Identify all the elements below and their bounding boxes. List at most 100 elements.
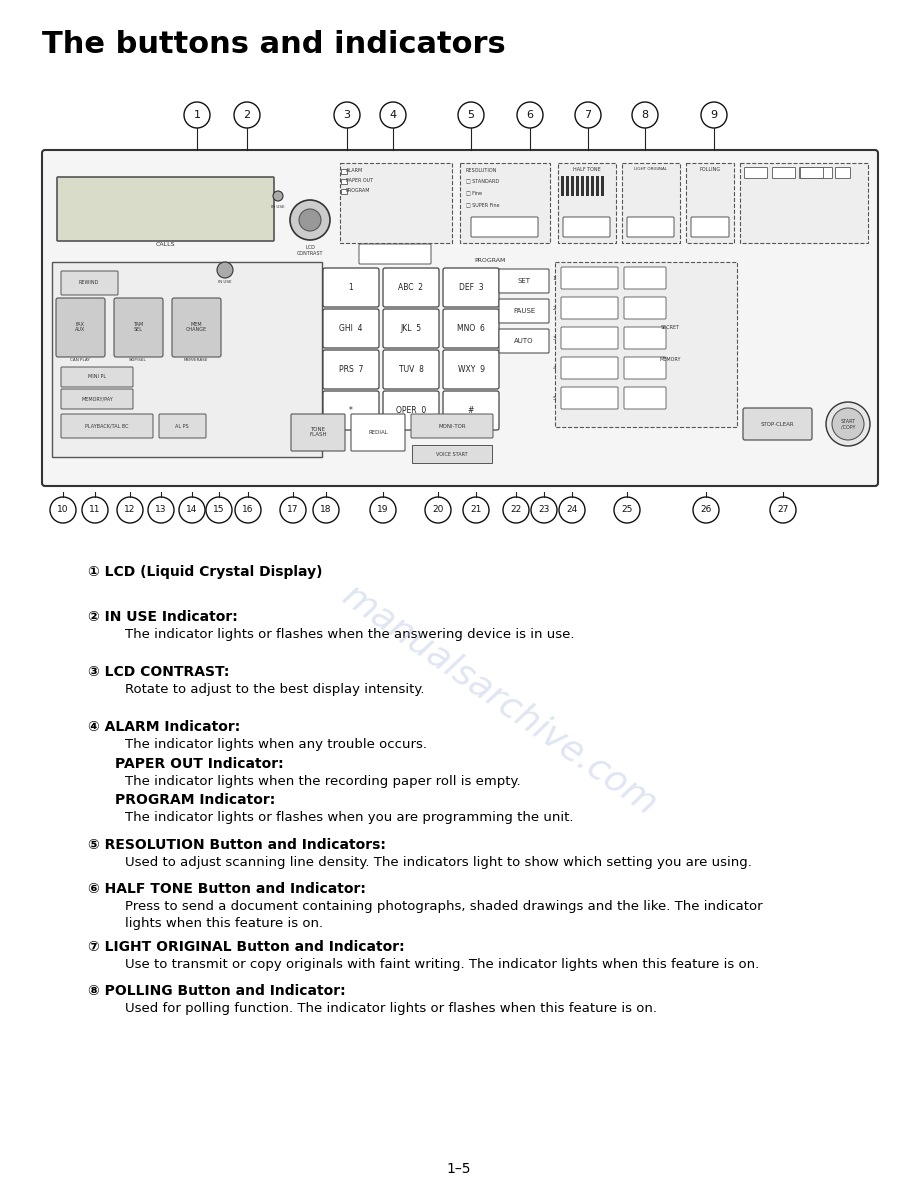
- Text: The buttons and indicators: The buttons and indicators: [42, 30, 506, 59]
- Text: *: *: [349, 406, 353, 415]
- Text: MEMORY/PAY: MEMORY/PAY: [81, 397, 113, 402]
- Text: MEM/ERASE: MEM/ERASE: [184, 358, 208, 362]
- Circle shape: [559, 497, 585, 523]
- FancyBboxPatch shape: [114, 298, 163, 358]
- Text: 10: 10: [57, 506, 69, 514]
- Circle shape: [770, 497, 796, 523]
- Circle shape: [234, 102, 260, 128]
- Text: PROGRAM: PROGRAM: [346, 188, 371, 192]
- Bar: [566, 176, 569, 196]
- FancyBboxPatch shape: [499, 268, 549, 293]
- Text: 5: 5: [467, 110, 475, 120]
- Text: PAPER OUT: PAPER OUT: [346, 178, 373, 183]
- Circle shape: [273, 191, 283, 201]
- FancyBboxPatch shape: [323, 391, 379, 430]
- FancyBboxPatch shape: [499, 299, 549, 323]
- FancyBboxPatch shape: [61, 271, 118, 295]
- Text: 1: 1: [553, 276, 556, 280]
- FancyBboxPatch shape: [57, 177, 274, 241]
- FancyBboxPatch shape: [686, 163, 734, 244]
- Text: Used to adjust scanning line density. The indicators light to show which setting: Used to adjust scanning line density. Th…: [125, 857, 752, 868]
- Text: 4: 4: [389, 110, 397, 120]
- Bar: [581, 176, 584, 196]
- Text: 16: 16: [242, 506, 253, 514]
- FancyBboxPatch shape: [773, 168, 796, 178]
- Circle shape: [370, 497, 396, 523]
- Text: JKL  5: JKL 5: [400, 324, 421, 333]
- Circle shape: [235, 497, 261, 523]
- Text: □ STANDARD: □ STANDARD: [466, 178, 499, 183]
- Text: 12: 12: [124, 506, 136, 514]
- Text: START
/COPY: START /COPY: [841, 418, 856, 429]
- Circle shape: [380, 102, 406, 128]
- Text: 2: 2: [553, 305, 556, 310]
- Circle shape: [290, 200, 330, 240]
- FancyBboxPatch shape: [743, 407, 812, 440]
- FancyBboxPatch shape: [624, 387, 666, 409]
- FancyBboxPatch shape: [740, 163, 868, 244]
- Circle shape: [632, 102, 658, 128]
- FancyBboxPatch shape: [558, 163, 616, 244]
- Text: TAM
SEL: TAM SEL: [133, 322, 143, 333]
- Circle shape: [517, 102, 543, 128]
- Text: 6: 6: [527, 110, 533, 120]
- Bar: [601, 176, 604, 196]
- Circle shape: [148, 497, 174, 523]
- Circle shape: [299, 209, 321, 230]
- Text: PROGRAM Indicator:: PROGRAM Indicator:: [115, 794, 275, 807]
- FancyBboxPatch shape: [351, 413, 405, 451]
- Text: 26: 26: [700, 506, 711, 514]
- Text: 9: 9: [711, 110, 718, 120]
- Text: DEF  3: DEF 3: [459, 283, 483, 292]
- Text: WXY  9: WXY 9: [457, 365, 485, 374]
- Circle shape: [832, 407, 864, 440]
- Text: TUV  8: TUV 8: [398, 365, 423, 374]
- Text: ⑦ LIGHT ORIGINAL Button and Indicator:: ⑦ LIGHT ORIGINAL Button and Indicator:: [88, 940, 405, 954]
- Text: 15: 15: [213, 506, 225, 514]
- Text: AUTO: AUTO: [514, 339, 533, 345]
- Text: 1: 1: [194, 110, 200, 120]
- Text: 25: 25: [621, 506, 633, 514]
- FancyBboxPatch shape: [159, 413, 206, 438]
- Circle shape: [701, 102, 727, 128]
- Circle shape: [575, 102, 601, 128]
- FancyBboxPatch shape: [471, 217, 538, 236]
- Text: 1–5: 1–5: [447, 1162, 471, 1176]
- FancyBboxPatch shape: [443, 391, 499, 430]
- FancyBboxPatch shape: [359, 244, 431, 264]
- FancyBboxPatch shape: [443, 350, 499, 388]
- Text: REDIAL: REDIAL: [368, 430, 388, 435]
- Text: 13: 13: [155, 506, 167, 514]
- FancyBboxPatch shape: [383, 268, 439, 307]
- FancyBboxPatch shape: [42, 150, 878, 486]
- FancyBboxPatch shape: [561, 267, 618, 289]
- FancyBboxPatch shape: [61, 413, 153, 438]
- Text: ABC  2: ABC 2: [398, 283, 423, 292]
- FancyBboxPatch shape: [291, 413, 345, 451]
- Text: TONE
FLASH: TONE FLASH: [309, 426, 327, 437]
- FancyBboxPatch shape: [323, 268, 379, 307]
- Text: manualsarchive.com: manualsarchive.com: [336, 579, 664, 822]
- Text: ⑧ POLLING Button and Indicator:: ⑧ POLLING Button and Indicator:: [88, 984, 345, 998]
- FancyBboxPatch shape: [835, 168, 850, 178]
- Text: The indicator lights or flashes when the answering device is in use.: The indicator lights or flashes when the…: [125, 628, 575, 642]
- Circle shape: [117, 497, 143, 523]
- FancyBboxPatch shape: [383, 309, 439, 348]
- Text: PLAYBACK/TAL BC: PLAYBACK/TAL BC: [85, 423, 129, 429]
- FancyBboxPatch shape: [627, 217, 674, 236]
- Text: 7: 7: [585, 110, 591, 120]
- Text: ① LCD (Liquid Crystal Display): ① LCD (Liquid Crystal Display): [88, 565, 322, 579]
- Text: VOICE START: VOICE START: [436, 451, 468, 456]
- FancyBboxPatch shape: [561, 297, 618, 320]
- FancyBboxPatch shape: [561, 358, 618, 379]
- Bar: [341, 189, 347, 194]
- FancyBboxPatch shape: [61, 388, 133, 409]
- FancyBboxPatch shape: [624, 358, 666, 379]
- Text: 4: 4: [553, 366, 556, 371]
- FancyBboxPatch shape: [561, 387, 618, 409]
- FancyBboxPatch shape: [443, 309, 499, 348]
- FancyBboxPatch shape: [56, 298, 105, 358]
- Text: MEM
CHANGE: MEM CHANGE: [185, 322, 207, 333]
- Circle shape: [425, 497, 451, 523]
- Text: POLLING: POLLING: [700, 168, 721, 172]
